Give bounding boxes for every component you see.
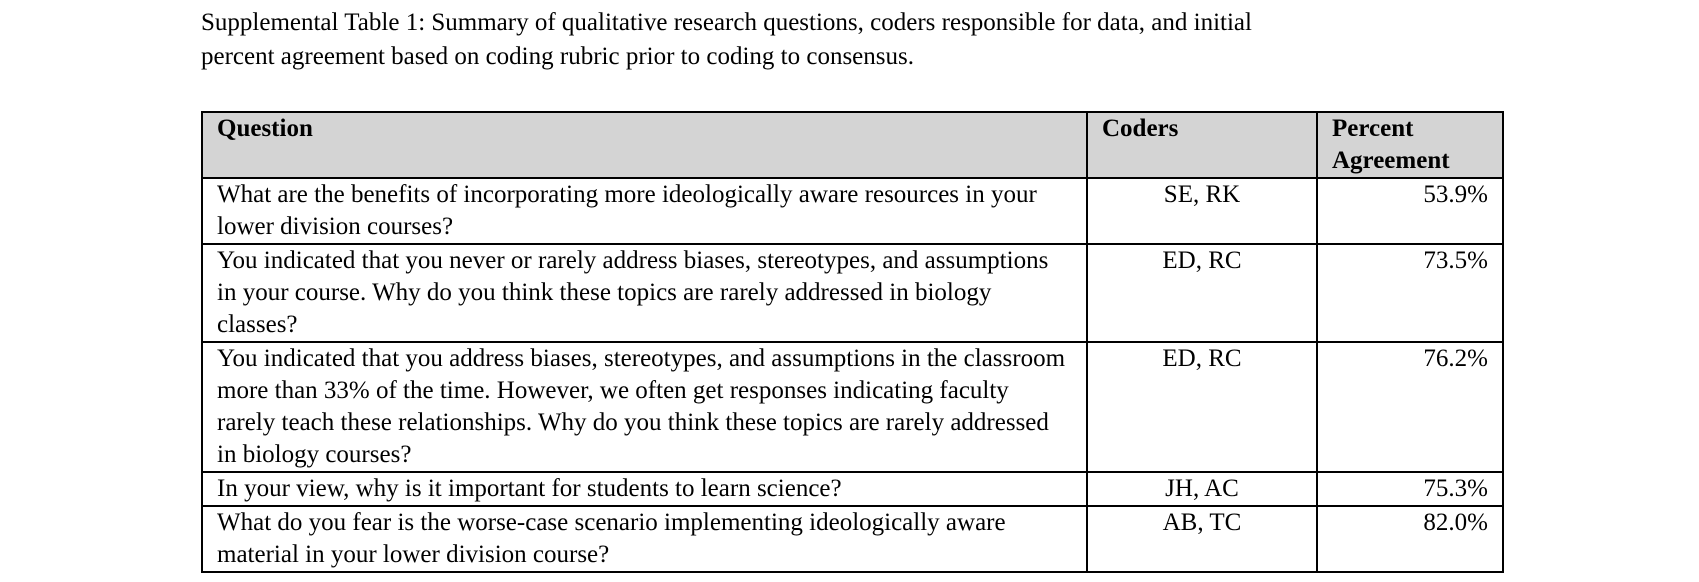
- question-cell: You indicated that you never or rarely a…: [201, 243, 1088, 343]
- percent-cell: 53.9%: [1316, 177, 1504, 245]
- caption-line-1: Supplemental Table 1: Summary of qualita…: [201, 9, 1252, 36]
- coders-cell: JH, AC: [1086, 471, 1318, 507]
- table-row: You indicated that you never or rarely a…: [201, 243, 1504, 343]
- percent-cell: 76.2%: [1316, 341, 1504, 473]
- header-coders: Coders: [1086, 111, 1318, 179]
- coders-cell: AB, TC: [1086, 505, 1318, 573]
- coders-cell: ED, RC: [1086, 341, 1318, 473]
- table-row: What are the benefits of incorporating m…: [201, 177, 1504, 245]
- question-cell: What are the benefits of incorporating m…: [201, 177, 1088, 245]
- question-cell: You indicated that you address biases, s…: [201, 341, 1088, 473]
- header-question: Question: [201, 111, 1088, 179]
- percent-cell: 82.0%: [1316, 505, 1504, 573]
- table-row: What do you fear is the worse-case scena…: [201, 505, 1504, 573]
- table-row: In your view, why is it important for st…: [201, 471, 1504, 507]
- percent-cell: 73.5%: [1316, 243, 1504, 343]
- table-caption: Supplemental Table 1: Summary of qualita…: [201, 6, 1501, 74]
- header-percent-agreement: Percent Agreement: [1316, 111, 1504, 179]
- question-cell: What do you fear is the worse-case scena…: [201, 505, 1088, 573]
- summary-table: Question Coders Percent Agreement What a…: [201, 111, 1504, 573]
- caption-line-2: percent agreement based on coding rubric…: [201, 43, 914, 70]
- table-row: You indicated that you address biases, s…: [201, 341, 1504, 473]
- coders-cell: SE, RK: [1086, 177, 1318, 245]
- table-header-row: Question Coders Percent Agreement: [201, 111, 1504, 179]
- question-cell: In your view, why is it important for st…: [201, 471, 1088, 507]
- coders-cell: ED, RC: [1086, 243, 1318, 343]
- percent-cell: 75.3%: [1316, 471, 1504, 507]
